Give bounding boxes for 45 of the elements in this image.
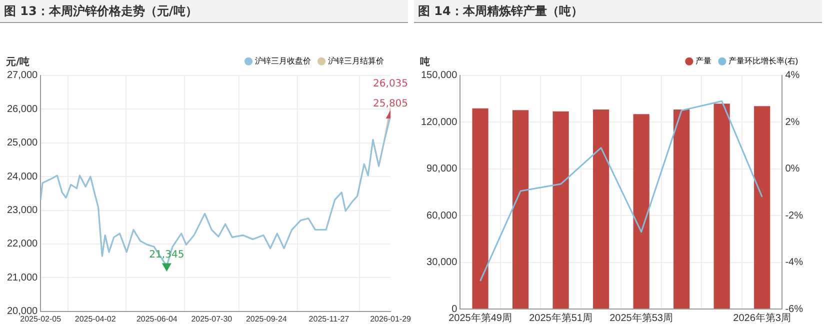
y-tick-label: 120,000 — [420, 116, 458, 128]
y2-tick-label: 4% — [785, 70, 800, 82]
x-tick-label: 2026-01-29 — [370, 314, 412, 324]
legend-label: 沪锌三月结算价 — [328, 56, 384, 66]
x-tick-label: 2025-06-04 — [136, 314, 178, 324]
chart-title: 图 13：本周沪锌价格走势（元/吨） — [0, 0, 408, 23]
data-label: 21,345 — [149, 250, 184, 261]
x-tick-label: 2025年第53周 — [610, 312, 673, 324]
legend-label: 产量环比增长率(右) — [728, 56, 798, 66]
y-axis-title: 元/吨 — [5, 56, 30, 68]
y-tick-label: 90,000 — [426, 164, 458, 175]
x-tick-label: 2025-09-24 — [246, 314, 288, 324]
y-tick-label: 24,000 — [6, 171, 38, 182]
bar — [593, 110, 610, 308]
legend-label: 沪锌三月收盘价 — [255, 56, 311, 66]
x-tick-label: 2025-07-30 — [191, 314, 233, 324]
y2-tick-label: 2% — [785, 116, 800, 128]
bar — [552, 111, 569, 308]
bar — [714, 104, 730, 308]
y-tick-label: 25,000 — [6, 138, 38, 149]
data-label: 26,035 — [373, 78, 408, 90]
y-tick-label: 60,000 — [426, 210, 458, 222]
x-tick-label: 2026年第3周 — [733, 312, 791, 324]
bar — [633, 114, 650, 308]
chart-title: 图 14：本周精炼锌产量（吨） — [414, 0, 822, 23]
y2-tick-label: -2% — [785, 210, 804, 222]
y2-tick-label: 0% — [785, 164, 800, 175]
y-tick-label: 23,000 — [6, 205, 38, 216]
y-tick-label: 27,000 — [6, 70, 38, 82]
y-tick-label: 150,000 — [420, 70, 458, 82]
x-tick-label: 2025年第51周 — [529, 312, 592, 324]
data-label: 25,805 — [373, 98, 408, 110]
bar — [472, 108, 488, 308]
bar — [512, 110, 529, 308]
y2-tick-label: -4% — [785, 257, 804, 268]
x-tick-label: 2025-11-27 — [308, 314, 350, 324]
y-axis-title: 吨 — [420, 56, 430, 68]
bar — [674, 110, 690, 308]
y-tick-label: 30,000 — [426, 257, 458, 268]
y-tick-label: 21,000 — [6, 272, 38, 284]
y-tick-label: 22,000 — [6, 238, 38, 250]
y-tick-label: 26,000 — [6, 104, 38, 115]
bar — [754, 106, 770, 308]
x-tick-label: 2025-04-02 — [74, 314, 116, 324]
legend-label: 产量 — [696, 56, 712, 66]
